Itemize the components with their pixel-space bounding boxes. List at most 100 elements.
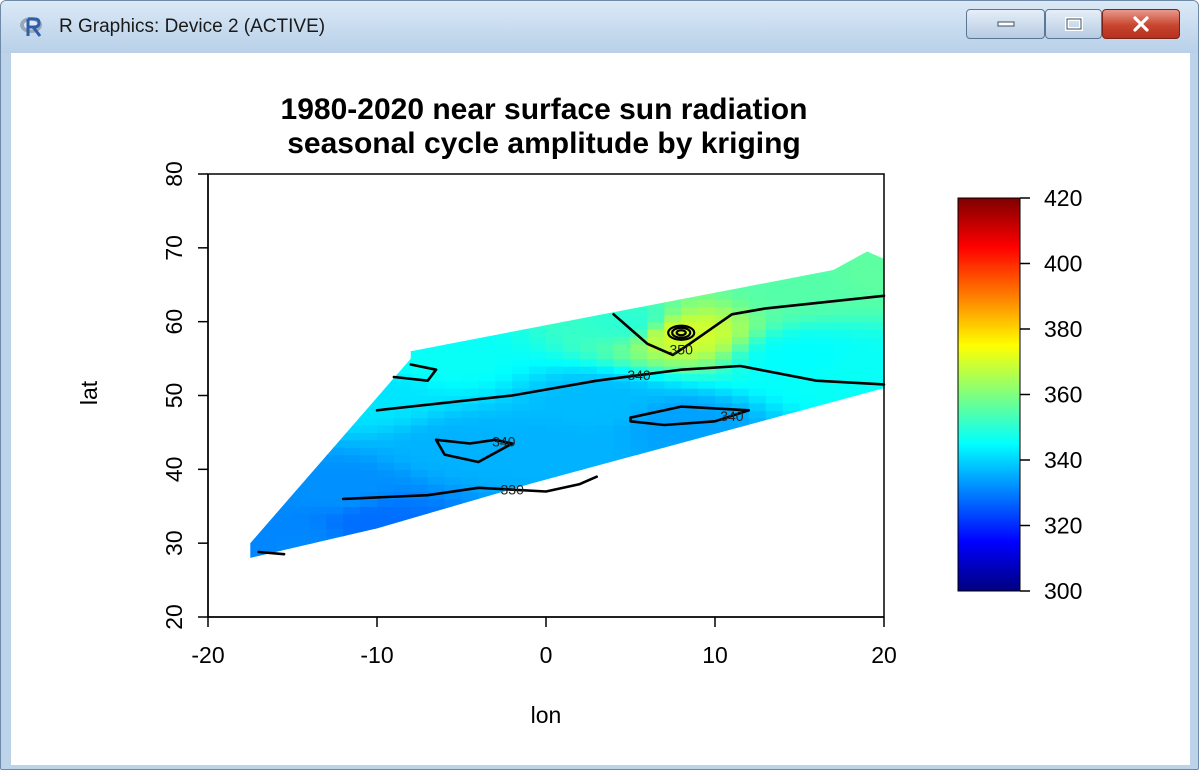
heatmap-cell (258, 498, 277, 507)
title-bar[interactable]: R Graphics: Device 2 (ACTIVE) (1, 1, 1198, 53)
y-axis-label: lat (76, 380, 102, 405)
heatmap-cell (360, 476, 378, 485)
heatmap-cell (377, 447, 395, 456)
heatmap-cell (731, 251, 750, 256)
heatmap-cell (309, 521, 327, 529)
heatmap-cell (292, 292, 310, 301)
heatmap-cell (731, 447, 750, 456)
heatmap-cell (833, 321, 851, 330)
heatmap-cell (529, 262, 547, 271)
heatmap-cell (630, 454, 648, 463)
heatmap-cell (326, 528, 344, 537)
heatmap-cell (782, 454, 801, 463)
heatmap-cell (579, 336, 598, 345)
heatmap-cell (377, 543, 395, 552)
heatmap-cell (782, 336, 801, 345)
heatmap-cell (850, 284, 868, 293)
heatmap-cell (410, 255, 429, 264)
heatmap-cell (681, 351, 699, 360)
contour-line (341, 475, 599, 501)
heatmap-cell (478, 336, 496, 345)
heatmap-cell (630, 439, 648, 448)
heatmap-cell (715, 521, 733, 529)
heatmap-cell (647, 270, 665, 278)
heatmap-cell (546, 469, 564, 478)
heatmap-cell (562, 299, 581, 308)
heatmap-cell (833, 454, 851, 463)
heatmap-cell (562, 292, 581, 301)
heatmap-cell (292, 321, 310, 330)
heatmap-cell (715, 410, 733, 419)
heatmap-cell (681, 425, 699, 433)
heatmap-cell (250, 454, 260, 463)
heatmap-cell (833, 270, 851, 278)
heatmap-cell (850, 402, 868, 411)
heatmap-cell (596, 521, 615, 529)
heatmap-cell (748, 388, 767, 397)
heatmap-cell (681, 498, 699, 507)
heatmap-cell (867, 410, 885, 419)
heatmap-cell (309, 439, 327, 448)
minimize-button[interactable] (966, 9, 1045, 39)
heatmap-cell (613, 410, 632, 419)
heatmap-cell (715, 447, 733, 456)
heatmap-cell (326, 506, 344, 515)
heatmap-cell (546, 351, 564, 360)
heatmap-cell (596, 321, 615, 330)
heatmap-cell (833, 439, 851, 448)
heatmap-cell (393, 521, 412, 529)
heatmap-cell (799, 417, 817, 426)
heatmap-cell (681, 528, 699, 537)
heatmap-cell (765, 469, 784, 478)
heatmap-cell (867, 373, 885, 382)
heatmap-cell (546, 543, 564, 552)
heatmap-cell (444, 306, 463, 315)
heatmap-cell (495, 329, 513, 338)
heatmap-cell (562, 395, 581, 404)
contour-label: 340 (627, 367, 651, 383)
heatmap-cell (478, 447, 496, 456)
heatmap-cell (681, 343, 699, 352)
maximize-button[interactable] (1045, 9, 1102, 39)
heatmap-cell (715, 284, 733, 293)
heatmap-cell (393, 270, 412, 278)
heatmap-cell (613, 380, 632, 389)
heatmap-cell (495, 270, 513, 278)
heatmap-cell (579, 314, 598, 323)
heatmap-cell (529, 469, 547, 478)
heatmap-cell (731, 329, 750, 338)
heatmap-cell (731, 513, 750, 522)
heatmap-cell (529, 439, 547, 448)
heatmap-cell (326, 336, 344, 345)
heatmap-cell (816, 321, 834, 330)
heatmap-cell (816, 358, 834, 367)
heatmap-cell (495, 469, 513, 478)
heatmap-cell (309, 432, 327, 441)
heatmap-cell (731, 395, 750, 404)
heatmap-cell (782, 528, 801, 537)
close-button[interactable] (1102, 9, 1180, 39)
heatmap-cell (850, 425, 868, 433)
contour-label: 330 (501, 482, 525, 498)
heatmap-cell (444, 314, 463, 323)
heatmap-cell (732, 240, 750, 248)
heatmap-cell (681, 417, 699, 426)
heatmap-cell (597, 240, 615, 248)
heatmap-cell (698, 336, 716, 345)
heatmap-cell (393, 336, 412, 345)
heatmap-cell (867, 550, 885, 558)
heatmap-cell (748, 251, 767, 256)
heatmap-cell (360, 380, 378, 389)
heatmap-cell (393, 484, 412, 493)
heatmap-cell (731, 439, 750, 448)
heatmap-cell (445, 558, 463, 566)
heatmap-cell (461, 366, 479, 374)
heatmap-cell (613, 491, 632, 500)
heatmap-cell (765, 321, 784, 330)
heatmap-cell (258, 395, 277, 404)
heatmap-cell (427, 543, 446, 552)
colorbar-tick-label: 380 (1044, 316, 1082, 342)
heatmap-cell (613, 270, 632, 278)
chart-title-line-1: 1980-2020 near surface sun radiation (281, 93, 808, 126)
heatmap-cell (850, 255, 868, 264)
